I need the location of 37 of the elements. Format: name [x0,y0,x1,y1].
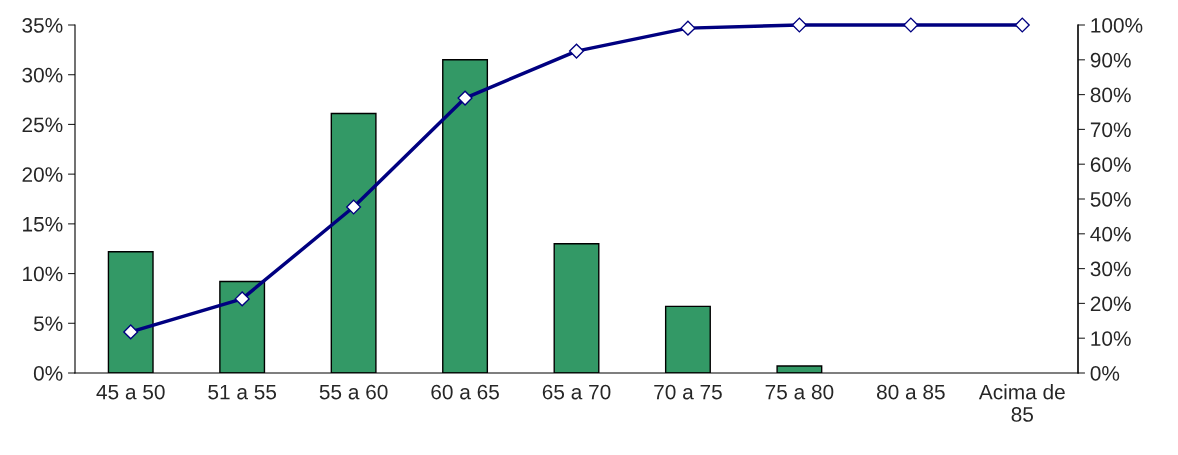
y2-tick-label: 30% [1090,261,1131,277]
x-tick-label: 55 a 60 [319,384,388,400]
y-tick-label: 25% [22,117,63,133]
x-tick-label: 75 a 80 [765,384,834,400]
point [680,20,696,36]
y-tick-label: 30% [22,67,63,83]
point [903,17,919,33]
y-tick-label: 15% [23,216,63,232]
y-tick-label: 35% [22,18,63,33]
x-tick-label: 60 a 65 [431,384,499,400]
y2-tick-label: 40% [1090,226,1131,242]
y2-tick-label: 60% [1090,157,1131,172]
y2-tick-label: 20% [1090,296,1131,312]
y2-tick-label: 50% [1090,192,1131,207]
point [346,199,362,215]
y2-tick-label: 10% [1091,331,1131,346]
y2-tick-label: 100% [1091,18,1143,33]
y2-tick-label: 70% [1090,122,1131,138]
y-tick-label: 20% [22,167,63,182]
point [568,43,585,59]
x-tick-label: 80 a 85 [876,384,945,400]
x-tick-label: 45 a 50 [96,384,165,400]
point [457,90,473,106]
point [123,324,139,340]
x-tick-label: 70 a 75 [654,384,722,400]
y-tick-label: 0% [33,366,63,381]
x-tick-label: 65 a 70 [542,384,611,400]
point [791,17,807,33]
y2-tick-label: 90% [1090,52,1131,68]
x-tick-label: Acima de 85 [978,384,1065,422]
y-tick-label: 5% [33,316,63,332]
y2-tick-label: 80% [1090,87,1131,103]
y-tick-label: 10% [23,266,63,282]
x-tick-label: 51 a 55 [208,384,277,400]
point [1014,17,1030,33]
point [234,291,250,307]
y2-tick-label: 0% [1090,366,1120,381]
